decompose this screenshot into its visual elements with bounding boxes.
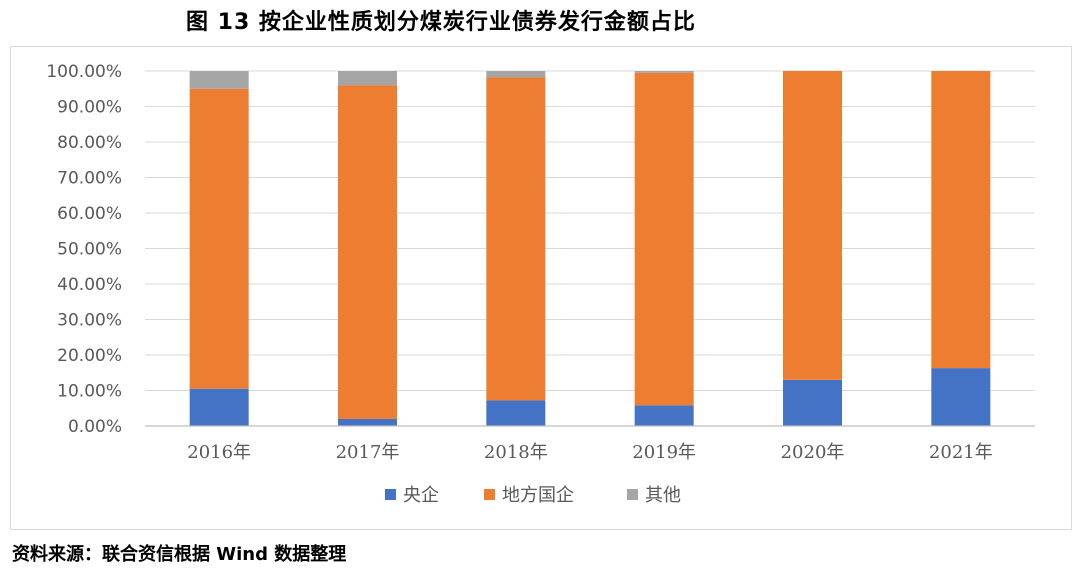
y-tick-label: 90.00% — [57, 98, 122, 118]
y-tick-label: 20.00% — [57, 346, 122, 366]
y-tick-label: 40.00% — [57, 275, 122, 295]
legend-label: 央企 — [403, 485, 439, 506]
chart-title: 图 13 按企业性质划分煤炭行业债券发行金额占比 — [186, 10, 696, 35]
bar-segment — [634, 71, 694, 73]
bar-segment — [486, 71, 546, 78]
x-category-label: 2017年 — [336, 442, 400, 463]
y-tick-label: 50.00% — [57, 240, 122, 260]
y-axis-ticks: 0.00% 10.00% 20.00% 30.00% 40.00% 50.00% 60.00… — [46, 62, 122, 437]
legend-label: 其他 — [645, 485, 681, 506]
bar-segment — [338, 418, 397, 426]
legend-swatch — [385, 489, 396, 500]
y-tick-label: 100.00% — [46, 62, 122, 82]
y-tick-label: 70.00% — [57, 169, 122, 189]
bar-segment — [931, 368, 991, 426]
x-axis-categories: 2016年 2017年 2018年 2019年 2020年 2021年 — [187, 442, 992, 463]
y-tick-label: 0.00% — [68, 417, 122, 437]
bar-segment — [189, 388, 249, 426]
legend: 央企 地方国企 其他 — [385, 485, 681, 506]
bar-segment — [189, 71, 249, 89]
bar-series — [189, 71, 991, 426]
x-category-label: 2019年 — [632, 442, 696, 463]
bar-segment — [338, 71, 397, 86]
x-category-label: 2018年 — [484, 442, 548, 463]
legend-swatch — [484, 489, 495, 500]
bar-segment — [634, 72, 694, 406]
y-tick-label: 80.00% — [57, 133, 122, 153]
bar-segment — [783, 71, 842, 380]
x-category-label: 2016年 — [187, 442, 251, 463]
bar-segment — [338, 85, 397, 419]
y-tick-label: 10.00% — [57, 382, 122, 402]
legend-label: 地方国企 — [502, 485, 574, 506]
bar-segment — [783, 379, 842, 426]
x-category-label: 2020年 — [781, 442, 845, 463]
gridlines — [145, 70, 1035, 391]
bar-segment — [486, 77, 546, 401]
bar-segment — [189, 88, 249, 389]
legend-swatch — [627, 489, 638, 500]
bar-segment — [634, 405, 694, 426]
source-note: 资料来源：联合资信根据 Wind 数据整理 — [12, 544, 347, 565]
bar-segment — [931, 71, 991, 369]
stacked-bar-chart: 0.00% 10.00% 20.00% 30.00% 40.00% 50.00% 60.00… — [46, 62, 1035, 506]
y-tick-label: 30.00% — [57, 311, 122, 331]
bar-segment — [486, 400, 546, 426]
y-tick-label: 60.00% — [57, 204, 122, 224]
x-category-label: 2021年 — [929, 442, 993, 463]
